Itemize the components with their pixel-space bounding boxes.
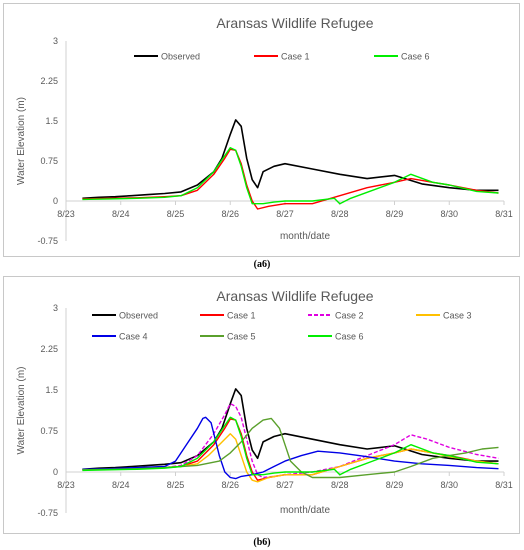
legend-label: Observed: [119, 311, 158, 321]
x-tick-label: 8/29: [386, 209, 404, 219]
legend-label: Case 3: [443, 311, 472, 321]
y-tick-label: 3: [53, 36, 58, 46]
y-tick-label: 0: [53, 196, 58, 206]
x-tick-label: 8/29: [386, 480, 404, 490]
legend-label: Case 2: [335, 311, 364, 321]
series-line-case-2: [82, 402, 499, 479]
y-tick-label: 0: [53, 467, 58, 477]
x-tick-label: 8/26: [221, 209, 239, 219]
series-line-case-5: [82, 417, 499, 479]
legend-label: Case 6: [335, 332, 364, 342]
x-tick-label: 8/23: [57, 209, 75, 219]
series-line-case-6: [82, 416, 499, 476]
x-tick-label: 8/31: [495, 209, 513, 219]
series-line-case-6: [82, 146, 499, 205]
figure-caption-a6: (a6): [253, 259, 271, 270]
legend-label: Case 1: [281, 52, 310, 62]
series-line-case-1: [82, 148, 499, 210]
x-tick-label: 8/24: [112, 480, 130, 490]
x-axis-label: month/date: [280, 231, 330, 242]
series-line-observed: [82, 119, 499, 200]
legend-label: Case 6: [401, 52, 430, 62]
x-tick-label: 8/31: [495, 480, 513, 490]
chart-title: Aransas Wildlife Refugee: [216, 15, 373, 31]
x-tick-label: 8/27: [276, 209, 294, 219]
chart-a6-svg: Aransas Wildlife Refugee -0.75 0 0.75 1.5 2.2…: [16, 15, 513, 246]
series-line-case-1: [82, 418, 499, 481]
x-tick-label: 8/28: [331, 480, 349, 490]
x-tick-label: 8/27: [276, 480, 294, 490]
y-axis-label: Water Elevation (m): [16, 367, 27, 455]
x-tick-label: 8/28: [331, 209, 349, 219]
y-tick-label: 0.75: [40, 156, 58, 166]
x-tick-label: 8/25: [167, 209, 185, 219]
legend-label: Observed: [161, 52, 200, 62]
y-tick-label: 0.75: [40, 426, 58, 436]
x-tick-label: 8/25: [167, 480, 185, 490]
x-axis-label: month/date: [280, 505, 330, 516]
chart-panel-a6: Aransas Wildlife Refugee -0.75 0 0.75 1.5 2.2…: [3, 3, 520, 257]
legend-label: Case 1: [227, 311, 256, 321]
y-tick-label: 2.25: [40, 76, 58, 86]
y-tick-label: 1.5: [45, 116, 58, 126]
series-line-case-4: [82, 416, 499, 480]
chart-title: Aransas Wildlife Refugee: [216, 288, 373, 304]
y-tick-label: 2.25: [40, 344, 58, 354]
x-tick-label: 8/24: [112, 209, 130, 219]
chart-b6-svg: Aransas Wildlife Refugee -0.75 0 0.75 1.5 2.2…: [16, 288, 513, 518]
y-tick-label: -0.75: [37, 236, 58, 246]
y-axis-label: Water Elevation (m): [16, 97, 27, 185]
figure-caption-b6: (b6): [253, 537, 271, 548]
x-tick-label: 8/26: [221, 480, 239, 490]
x-tick-label: 8/23: [57, 480, 75, 490]
x-tick-label: 8/30: [440, 480, 458, 490]
legend-label: Case 4: [119, 332, 148, 342]
y-tick-label: 1.5: [45, 385, 58, 395]
y-tick-label: -0.75: [37, 508, 58, 518]
series-line-observed: [82, 388, 499, 471]
y-tick-label: 3: [53, 303, 58, 313]
x-tick-label: 8/30: [440, 209, 458, 219]
chart-panel-b6: Aransas Wildlife Refugee -0.75 0 0.75 1.5 2.2…: [3, 276, 520, 534]
legend-label: Case 5: [227, 332, 256, 342]
